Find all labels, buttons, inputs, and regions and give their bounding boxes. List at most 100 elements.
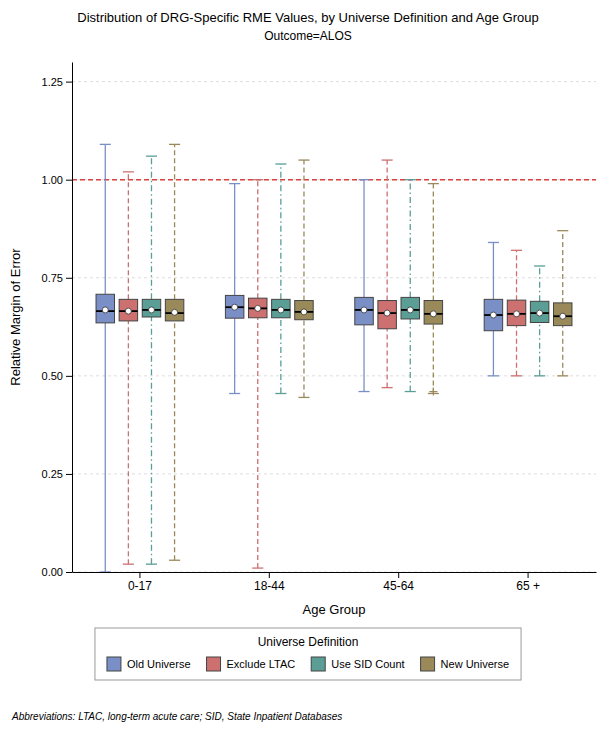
- legend-label: Old Universe: [127, 658, 191, 670]
- legend-label: Use SID Count: [331, 658, 404, 670]
- y-tick-mark: [66, 278, 72, 279]
- mean: [490, 312, 496, 318]
- legend-label: Exclude LTAC: [227, 658, 296, 670]
- footnote: Abbreviations: LTAC, long-term acute car…: [11, 711, 342, 722]
- whisker-cap-high: [146, 156, 157, 157]
- legend-label: New Universe: [441, 658, 509, 670]
- y-axis-line: [72, 63, 73, 573]
- title: Distribution of DRG-Specific RME Values,…: [77, 10, 538, 25]
- whisker-high: [174, 144, 175, 299]
- mean: [407, 307, 413, 313]
- y-tick: 0.25: [42, 468, 72, 480]
- y-tick-mark: [66, 572, 72, 573]
- mean: [278, 307, 284, 313]
- box-body: [484, 299, 502, 330]
- box-series: [96, 144, 503, 572]
- legend-title: Universe Definition: [258, 635, 359, 649]
- whisker-cap-high: [428, 183, 439, 184]
- whisker-low: [363, 325, 364, 392]
- whisker-low: [128, 321, 129, 564]
- y-axis: 0.000.250.500.751.001.25: [42, 63, 73, 579]
- box-body: [424, 301, 442, 325]
- box-series: [119, 160, 526, 568]
- mean: [301, 309, 307, 315]
- whisker-low: [234, 318, 235, 393]
- box-series: [165, 144, 572, 560]
- x-tick-label: 45-64: [383, 579, 414, 593]
- box-body: [119, 299, 137, 321]
- box-body: [165, 299, 183, 321]
- whisker-low: [257, 318, 258, 568]
- mean: [148, 307, 154, 313]
- whisker-cap-high: [557, 230, 568, 231]
- legend: Universe Definition Old Universe Exclude L…: [95, 628, 521, 680]
- legend-swatch: [107, 657, 121, 671]
- x-tick-label: 65 +: [516, 579, 540, 593]
- whisker-high: [539, 266, 540, 301]
- box-body: [225, 295, 243, 318]
- whisker-low: [516, 326, 517, 376]
- whisker-cap-low: [488, 375, 499, 376]
- whisker-cap-high: [358, 179, 369, 180]
- box: [507, 250, 525, 376]
- y-tick: 0.00: [42, 566, 72, 578]
- box-body: [378, 301, 396, 329]
- y-tick: 0.50: [42, 370, 72, 382]
- box-body: [249, 298, 267, 318]
- mean: [102, 307, 108, 313]
- box-body: [96, 294, 114, 323]
- x-tick: 18-44: [254, 572, 285, 593]
- box: [424, 184, 442, 396]
- whisker-low: [433, 324, 434, 393]
- x-tick-mark: [139, 572, 140, 578]
- whisker-cap-low: [405, 391, 416, 392]
- whisker-high: [410, 180, 411, 298]
- mean: [255, 305, 261, 311]
- whisker-cap-low: [557, 375, 568, 376]
- whisker-low: [303, 320, 304, 398]
- legend-swatch: [311, 657, 325, 671]
- whisker-high: [386, 160, 387, 300]
- whisker-cap-high: [382, 159, 393, 160]
- whisker-cap-low: [382, 387, 393, 388]
- y-tick-label: 0.75: [42, 272, 63, 284]
- y-tick-label: 0.25: [42, 468, 63, 480]
- mean: [172, 309, 178, 315]
- whisker-low: [105, 323, 106, 572]
- whisker-high: [562, 231, 563, 303]
- x-tick: 45-64: [383, 572, 414, 593]
- y-tick-label: 0.50: [42, 370, 63, 382]
- marks: [72, 144, 596, 572]
- box: [484, 242, 502, 375]
- legend-item: Use SID Count: [311, 657, 404, 671]
- whisker-high: [128, 172, 129, 300]
- grid-line: [72, 473, 596, 474]
- whisker-cap-low: [298, 397, 309, 398]
- legend-item: Exclude LTAC: [207, 657, 296, 671]
- box-body: [507, 300, 525, 326]
- box: [96, 144, 114, 572]
- box: [249, 180, 267, 568]
- legend-swatch: [421, 657, 435, 671]
- mean: [430, 311, 436, 317]
- mean: [361, 307, 367, 313]
- whisker-high: [303, 160, 304, 300]
- whisker-cap-low: [169, 560, 180, 561]
- grid: [72, 82, 596, 572]
- whisker-cap-high: [488, 242, 499, 243]
- plot: 0.000.250.500.751.001.250-1718-4445-6465…: [8, 63, 597, 618]
- box-body: [553, 303, 571, 326]
- whisker-low: [410, 319, 411, 392]
- mean: [384, 310, 390, 316]
- whisker-high: [151, 156, 152, 299]
- box-body: [355, 297, 373, 324]
- chart: Distribution of DRG-Specific RME Values,…: [0, 0, 616, 732]
- box-body: [401, 297, 419, 319]
- grid-line: [72, 572, 596, 573]
- subtitle: Outcome=ALOS: [264, 29, 352, 43]
- whisker-cap-low: [275, 393, 286, 394]
- y-tick: 0.75: [42, 272, 72, 284]
- box-body: [272, 299, 290, 317]
- box-body: [142, 299, 160, 317]
- whisker-high: [433, 184, 434, 301]
